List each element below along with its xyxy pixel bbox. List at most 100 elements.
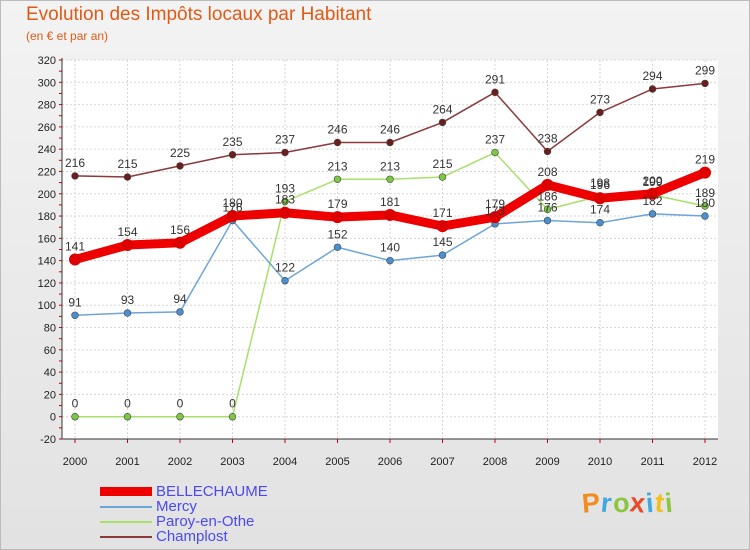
- data-labels-paroy-en-othe: 0 0 0 0 193 213 213 215 237 186 198 199 189: [72, 133, 716, 411]
- legend-label: BELLECHAUME: [156, 483, 268, 500]
- data-point: [438, 118, 447, 127]
- y-tick-label: 120: [38, 278, 56, 290]
- data-label: 173: [485, 204, 505, 218]
- data-label: 246: [380, 122, 400, 136]
- data-point: [333, 243, 342, 251]
- legend-swatch: [100, 520, 152, 523]
- data-point: [281, 197, 289, 206]
- data-label: 199: [642, 175, 662, 189]
- data-label: 238: [537, 131, 557, 145]
- data-point: [69, 253, 81, 266]
- x-tick-label: 2008: [483, 456, 507, 468]
- data-point: [596, 108, 604, 117]
- legend-item: BELLECHAUME: [100, 484, 268, 499]
- data-point: [281, 277, 289, 285]
- data-label: 237: [275, 133, 295, 147]
- data-point: [228, 413, 237, 421]
- data-point: [121, 239, 134, 252]
- data-point: [174, 236, 186, 249]
- data-label: 141: [65, 240, 85, 254]
- data-label: 93: [121, 293, 135, 307]
- data-point: [701, 202, 709, 210]
- data-label: 186: [537, 189, 557, 203]
- data-point: [543, 216, 552, 225]
- data-point: [123, 173, 132, 181]
- data-label: 176: [222, 201, 242, 215]
- data-label: 0: [177, 397, 184, 411]
- data-label: 140: [380, 241, 400, 255]
- data-label: 154: [117, 225, 137, 239]
- x-tick-label: 2002: [168, 456, 192, 468]
- y-tick-label: 180: [38, 211, 56, 223]
- data-point: [699, 166, 711, 179]
- legend-item: Mercy: [100, 499, 268, 514]
- data-point: [386, 175, 394, 183]
- x-tick-label: 2012: [693, 456, 717, 468]
- data-label: 0: [72, 397, 79, 411]
- legend-item: Paroy-en-Othe: [100, 514, 268, 529]
- data-point: [491, 148, 499, 157]
- data-point: [489, 211, 501, 224]
- x-tick-label: 2006: [378, 456, 402, 468]
- y-tick-label: 100: [38, 300, 56, 312]
- y-tick-label: 60: [44, 345, 56, 357]
- data-point: [176, 162, 184, 170]
- data-label: 181: [380, 195, 400, 209]
- data-label: 174: [590, 203, 610, 217]
- data-point: [71, 311, 79, 319]
- data-point: [646, 187, 659, 200]
- data-label: 213: [380, 159, 400, 173]
- legend-swatch: [100, 487, 152, 496]
- y-tick-label: 40: [44, 367, 56, 379]
- data-label: 179: [327, 197, 347, 211]
- y-tick-label: 20: [44, 389, 56, 401]
- data-label: 122: [275, 261, 295, 275]
- data-label: 193: [275, 182, 295, 196]
- data-label: 152: [327, 227, 347, 241]
- data-point: [71, 172, 79, 180]
- data-point: [281, 148, 289, 157]
- data-point: [331, 211, 344, 224]
- data-point: [438, 251, 447, 259]
- data-label: 198: [590, 176, 610, 190]
- legend-item: Champlost: [100, 529, 268, 544]
- series-bellechaume: [69, 166, 711, 266]
- y-tick-label: 260: [38, 122, 56, 134]
- x-tick-label: 2005: [325, 456, 349, 468]
- data-label: 208: [537, 165, 557, 179]
- data-label: 200: [642, 174, 662, 188]
- x-tick-label: 2001: [115, 456, 139, 468]
- x-tick-label: 2003: [220, 456, 244, 468]
- data-label: 171: [432, 206, 452, 220]
- data-point: [176, 413, 184, 421]
- chart-subtitle: (en € et par an): [26, 29, 109, 43]
- data-point: [543, 205, 552, 214]
- data-label: 0: [229, 397, 236, 411]
- data-label: 189: [695, 186, 715, 200]
- y-tick-label: 240: [38, 144, 56, 156]
- y-tick-label: 0: [50, 412, 56, 424]
- data-point: [226, 210, 239, 223]
- data-point: [386, 256, 394, 265]
- data-point: [438, 173, 447, 181]
- y-tick-label: 80: [44, 323, 56, 335]
- data-label: 196: [590, 178, 610, 192]
- y-tick-label: 160: [38, 233, 56, 245]
- x-tick-label: 2004: [273, 456, 297, 468]
- y-tick-label: 200: [38, 189, 56, 201]
- x-tick-label: 2011: [641, 456, 665, 468]
- data-label: 237: [485, 133, 505, 147]
- data-label: 215: [117, 157, 137, 171]
- data-point: [123, 309, 132, 317]
- data-point: [491, 88, 499, 97]
- data-labels-mercy: 91 93 94 176 122 152 140 145 173 176 174 182 180: [68, 194, 715, 309]
- data-label: 91: [68, 295, 82, 309]
- series-mercy: [71, 210, 709, 319]
- data-point: [228, 151, 237, 159]
- y-tick-label: -20: [40, 434, 56, 446]
- y-tick-label: 300: [38, 77, 56, 89]
- y-tick-label: 320: [38, 55, 56, 67]
- data-label: 264: [432, 102, 452, 116]
- data-label: 216: [65, 156, 85, 170]
- chart-legend: BELLECHAUME Mercy Paroy-en-Othe Champlost: [100, 484, 268, 544]
